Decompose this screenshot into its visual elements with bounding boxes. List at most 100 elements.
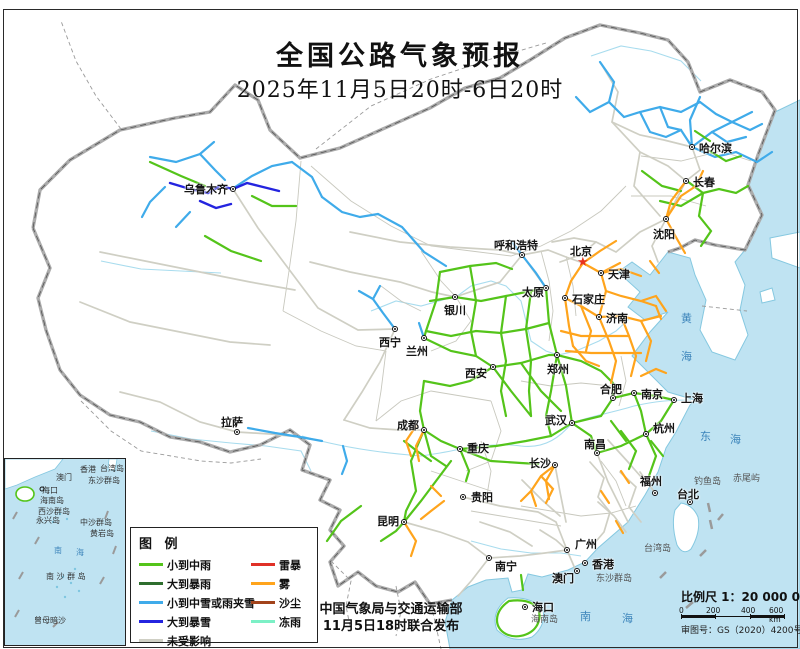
- city-label-香港: 香港: [592, 558, 614, 571]
- sea-label: 黄: [681, 312, 693, 325]
- inset-label: 海: [76, 548, 84, 557]
- city-label-太原: 太原: [522, 286, 544, 299]
- legend-swatch-heavyrain: [139, 582, 163, 585]
- page-title: 全国公路气象预报: [276, 41, 524, 72]
- city-label-银川: 银川: [444, 304, 466, 317]
- city-marker: [582, 560, 588, 566]
- legend-swatch-rain: [139, 563, 163, 566]
- legend-label: 大到暴雪: [167, 615, 211, 629]
- legend-swatch-fog: [251, 582, 275, 585]
- roads-rain: [148, 129, 750, 638]
- city-marker: [552, 462, 558, 468]
- map-approval-number: 审图号：GS（2020）4200号: [681, 626, 800, 636]
- sea-label: 海: [622, 612, 634, 625]
- inset-label: 澳门: [56, 473, 72, 482]
- roads-heavy-snow: [168, 181, 281, 210]
- scale-tick: 200: [706, 606, 721, 615]
- issuer-line2: 11月5日18时联合发布: [322, 619, 460, 634]
- city-label-南宁: 南宁: [495, 560, 517, 573]
- scale-bar: 比例尺 1：20 000 000 0 200 400 600 km 审图号：GS（20…: [679, 588, 800, 636]
- city-marker: [643, 431, 649, 437]
- legend-swatch-none: [139, 639, 163, 642]
- city-label-石家庄: 石家庄: [572, 293, 605, 306]
- city-marker: [490, 364, 496, 370]
- city-label-南昌: 南昌: [584, 438, 606, 451]
- city-marker: [401, 519, 407, 525]
- scale-tick: 0: [679, 606, 684, 615]
- city-marker: [554, 352, 560, 358]
- city-label-西安: 西安: [465, 367, 487, 380]
- roads-unaffected: [79, 61, 702, 597]
- city-label-济南: 济南: [606, 312, 628, 325]
- city-marker: [687, 499, 693, 505]
- city-label-西宁: 西宁: [379, 336, 401, 349]
- legend-title: 图 例: [139, 537, 182, 552]
- inset-label: 海口: [42, 486, 58, 495]
- scale-tick-labels: 0 200 400 600 km: [679, 605, 793, 624]
- city-label-昆明: 昆明: [377, 515, 399, 528]
- city-label-乌鲁木齐: 乌鲁木齐: [184, 183, 228, 196]
- sea-label: 东: [700, 430, 712, 443]
- legend-column-left: 小到中雨 大到暴雨 小到中雪或雨夹雪 大到暴雪 未受影响: [139, 555, 255, 649]
- island-label: 台湾岛: [644, 544, 672, 554]
- legend-item-dust: 沙尘: [251, 593, 301, 612]
- city-label-拉萨: 拉萨: [221, 416, 243, 429]
- legend-item-none: 未受影响: [139, 631, 251, 649]
- city-label-南京: 南京: [641, 388, 663, 401]
- inset-label: 曾母暗沙: [34, 616, 66, 625]
- city-label-海口: 海口: [532, 601, 554, 614]
- city-marker: [421, 335, 427, 341]
- legend-item-lightsnow: 小到中雪或雨夹雪: [139, 593, 255, 612]
- city-label-上海: 上海: [681, 392, 703, 405]
- scale-tick: 600 km: [769, 606, 784, 624]
- city-label-福州: 福州: [640, 475, 662, 488]
- city-label-兰州: 兰州: [406, 345, 428, 358]
- legend-item-fog: 雾: [251, 574, 301, 593]
- legend-swatch-freezing: [251, 620, 275, 623]
- island-label: 海南岛: [531, 615, 559, 625]
- city-marker: [594, 450, 600, 456]
- city-label-长春: 长春: [693, 176, 715, 189]
- legend-label: 冻雨: [279, 615, 301, 629]
- city-marker: [631, 390, 637, 396]
- legend-label: 小到中雪或雨夹雪: [167, 596, 255, 610]
- legend-item-freezing: 冻雨: [251, 612, 301, 631]
- scale-bar-graphic: [681, 614, 785, 620]
- city-marker: [564, 547, 570, 553]
- city-marker: [610, 395, 616, 401]
- legend-label: 雾: [279, 577, 290, 591]
- city-marker: [392, 326, 398, 332]
- inset-label: 香港: [80, 465, 96, 474]
- city-marker: [457, 446, 463, 452]
- city-marker: [671, 397, 677, 403]
- city-marker: [519, 252, 525, 258]
- legend-box: 图 例 小到中雨 大到暴雨 小到中雪或雨夹雪 大到暴雪 未受影响 雷暴雾沙尘 冻雨: [130, 527, 318, 648]
- inset-label: 黄岩岛: [90, 529, 114, 538]
- city-marker: [543, 285, 549, 291]
- scale-label: 比例尺 1：20 000 000: [681, 590, 800, 604]
- city-marker: [596, 314, 602, 320]
- legend-swatch-dust: [251, 601, 275, 604]
- inset-label: 台湾岛: [100, 464, 124, 473]
- roads-light-snow: [140, 60, 774, 476]
- sea-label: 南: [580, 610, 592, 623]
- city-label-郑州: 郑州: [547, 363, 569, 376]
- city-label-贵阳: 贵阳: [471, 491, 493, 504]
- city-label-合肥: 合肥: [600, 383, 622, 396]
- city-label-呼和浩特: 呼和浩特: [494, 239, 538, 252]
- island-hatches: [659, 502, 724, 609]
- legend-item-heavyrain: 大到暴雨: [139, 574, 251, 593]
- legend-swatch-thunder: [251, 563, 275, 566]
- city-marker: [230, 186, 236, 192]
- forecast-period: 2025年11月5日20时-6日20时: [236, 78, 564, 103]
- legend-label: 大到暴雨: [167, 577, 211, 591]
- city-label-重庆: 重庆: [467, 442, 489, 455]
- legend-swatch-lightsnow: [139, 601, 163, 604]
- island-label: 赤尾屿: [733, 474, 761, 484]
- city-label-哈尔滨: 哈尔滨: [699, 142, 732, 155]
- inset-label: 南 沙 群 岛: [46, 572, 86, 581]
- sea-label: 海: [681, 350, 693, 363]
- city-label-杭州: 杭州: [653, 422, 675, 435]
